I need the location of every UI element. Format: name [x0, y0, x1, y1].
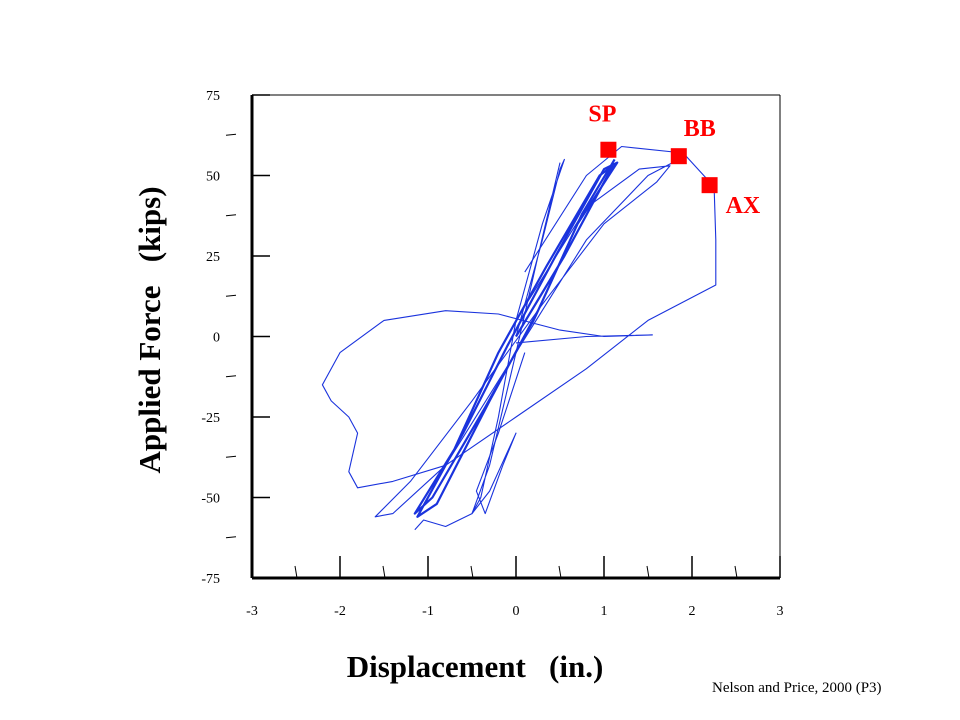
y-minor-tick [225, 294, 237, 297]
x-minor-tick [470, 565, 474, 579]
marker-bb [670, 148, 687, 165]
x-axis-title: Displacement (in.) [347, 649, 604, 684]
source-credit: Nelson and Price, 2000 (P3) [712, 680, 882, 696]
marker-label-sp: SP [588, 102, 616, 128]
marker-ax [701, 177, 718, 194]
y-minor-tick [225, 133, 237, 136]
marker-label-ax: AX [726, 193, 761, 219]
y-tick-label: -75 [201, 572, 220, 587]
y-minor-tick [225, 455, 237, 458]
x-tick-label: -3 [246, 604, 258, 619]
x-minor-tick [294, 565, 298, 579]
y-tick-label: -25 [201, 411, 220, 426]
x-tick-label: 3 [777, 604, 784, 619]
x-minor-tick [646, 565, 650, 579]
marker-label-bb: BB [684, 116, 716, 142]
y-tick-label: 25 [206, 250, 220, 265]
x-tick-label: -1 [422, 604, 434, 619]
y-tick-label: 0 [213, 331, 220, 346]
hysteresis-series-1 [413, 158, 619, 518]
series-group [321, 145, 717, 531]
hysteresis-series-2 [471, 158, 565, 515]
hysteresis-series-5 [414, 352, 526, 531]
y-minor-tick [225, 536, 237, 539]
x-ticks: -3 -2 -1 0 1 2 3 [246, 556, 784, 619]
marker-group: SP BB AX [588, 102, 761, 219]
y-tick-label: 75 [206, 89, 220, 104]
hysteresis-series-3 [374, 158, 680, 518]
y-tick-label: 50 [206, 170, 220, 185]
y-ticks: 75 50 25 0 -25 -50 -75 [201, 89, 270, 587]
x-tick-label: 0 [513, 604, 520, 619]
x-minor-tick [558, 565, 562, 579]
y-minor-tick [225, 214, 237, 217]
x-tick-label: 2 [689, 604, 696, 619]
x-tick-label: 1 [601, 604, 608, 619]
x-tick-label: -2 [334, 604, 346, 619]
x-minor-tick [734, 565, 738, 579]
y-minor-tick [225, 375, 237, 378]
y-axis-title: Applied Force (kips) [132, 186, 167, 473]
x-minor-tick [382, 565, 386, 579]
y-tick-label: -50 [201, 492, 220, 507]
marker-sp [600, 141, 617, 158]
